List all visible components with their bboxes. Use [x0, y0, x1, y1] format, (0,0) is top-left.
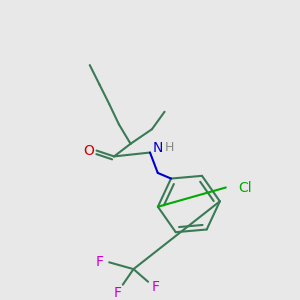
- Text: F: F: [114, 286, 122, 300]
- Text: Cl: Cl: [238, 181, 252, 194]
- Text: H: H: [165, 141, 174, 154]
- Text: O: O: [83, 144, 94, 158]
- Text: N: N: [153, 141, 163, 155]
- Text: F: F: [95, 255, 104, 269]
- Text: F: F: [152, 280, 160, 294]
